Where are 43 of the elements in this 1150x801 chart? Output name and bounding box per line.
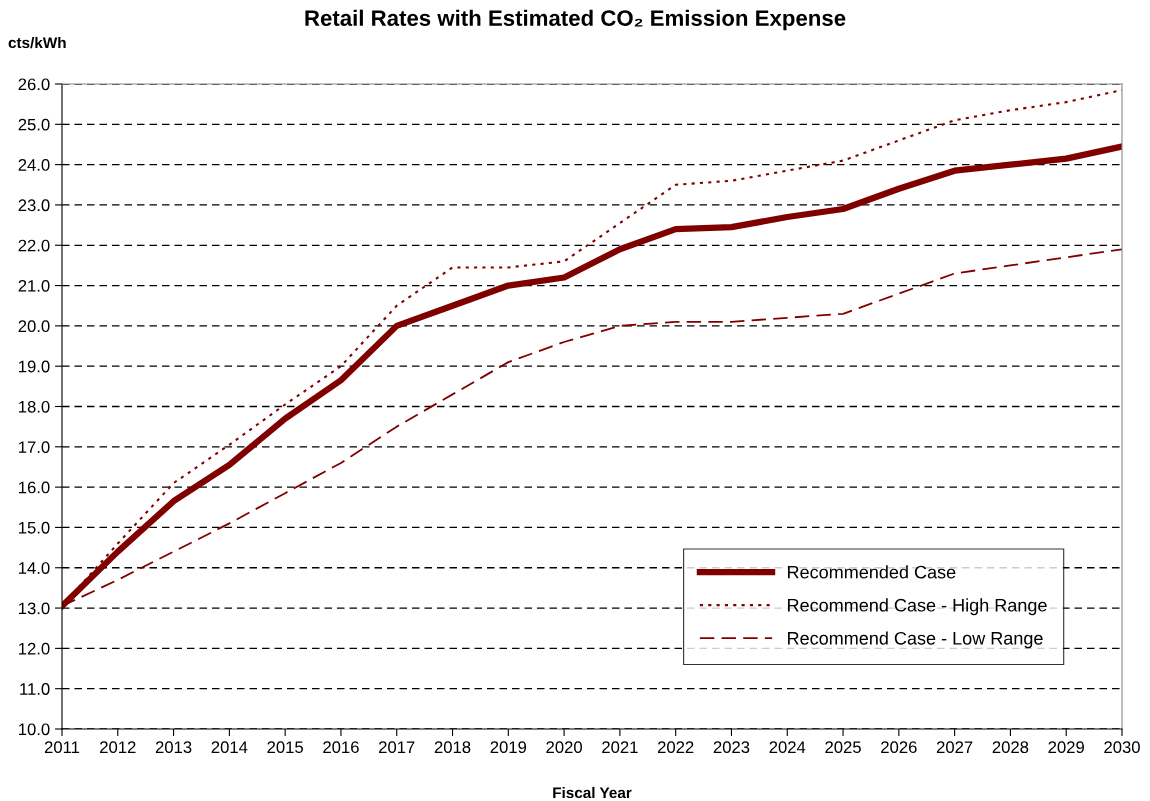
x-tick-label: 2026 bbox=[881, 741, 917, 754]
y-axis-title: cts/kWh bbox=[8, 36, 66, 49]
y-tick-label: 15.0 bbox=[19, 521, 50, 534]
x-axis-title: Fiscal Year bbox=[553, 786, 632, 799]
x-tick-label: 2024 bbox=[769, 741, 806, 754]
x-tick-label: 2020 bbox=[546, 741, 582, 754]
y-tick-label: 23.0 bbox=[18, 199, 50, 212]
x-tick-label: 2030 bbox=[1104, 741, 1140, 754]
legend-label: Recommend Case - Low Range bbox=[788, 631, 1043, 649]
y-tick-label: 17.0 bbox=[19, 441, 50, 454]
y-tick-label: 20.0 bbox=[18, 320, 50, 333]
y-tick-label: 18.0 bbox=[19, 400, 50, 413]
x-tick-label: 2027 bbox=[936, 741, 973, 754]
y-tick-label: 10.0 bbox=[19, 723, 50, 736]
y-tick-label: 25.0 bbox=[18, 118, 50, 131]
y-tick-label: 21.0 bbox=[18, 279, 50, 292]
y-tick-label: 24.0 bbox=[18, 159, 50, 171]
x-tick-label: 2025 bbox=[825, 741, 861, 754]
y-tick-label: 14.0 bbox=[19, 562, 50, 574]
x-tick-label: 2013 bbox=[155, 741, 192, 754]
x-tick-label: 2021 bbox=[602, 741, 638, 754]
y-tick-label: 16.0 bbox=[19, 481, 50, 494]
y-tick-label: 22.0 bbox=[18, 239, 50, 252]
x-tick-label: 2019 bbox=[490, 741, 527, 754]
y-tick-label: 12.0 bbox=[19, 642, 50, 655]
x-tick-label: 2022 bbox=[657, 741, 694, 754]
x-tick-label: 2011 bbox=[44, 741, 80, 754]
x-tick-label: 2016 bbox=[323, 741, 359, 754]
x-tick-label: 2029 bbox=[1048, 741, 1084, 754]
y-tick-label: 26.0 bbox=[18, 78, 50, 91]
x-tick-label: 2014 bbox=[211, 741, 248, 754]
x-tick-label: 2017 bbox=[379, 741, 415, 754]
chart-title: Retail Rates with Estimated CO₂ Emission Expense bbox=[305, 9, 846, 31]
x-tick-label: 2028 bbox=[992, 741, 1029, 754]
y-tick-label: 19.0 bbox=[19, 360, 50, 373]
y-tick-label: 13.0 bbox=[19, 602, 50, 615]
legend-label: Recommended Case bbox=[788, 565, 956, 579]
x-tick-label: 2018 bbox=[434, 741, 471, 754]
x-tick-label: 2023 bbox=[713, 741, 750, 754]
x-tick-label: 2015 bbox=[267, 741, 303, 754]
x-tick-label: 2012 bbox=[100, 741, 136, 754]
legend-label: Recommend Case - High Range bbox=[788, 598, 1047, 616]
y-tick-label: 11.0 bbox=[20, 683, 50, 695]
